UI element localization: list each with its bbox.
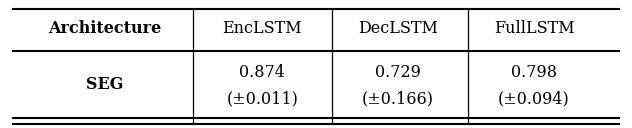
Text: FullLSTM: FullLSTM: [494, 20, 574, 37]
Text: (±0.094): (±0.094): [498, 91, 570, 108]
Text: 0.798: 0.798: [511, 64, 557, 81]
Text: Architecture: Architecture: [47, 20, 161, 37]
Text: 0.729: 0.729: [375, 64, 421, 81]
Text: 0.874: 0.874: [240, 64, 285, 81]
Text: (±0.011): (±0.011): [226, 91, 298, 108]
Text: SEG: SEG: [85, 76, 123, 93]
Text: DecLSTM: DecLSTM: [358, 20, 438, 37]
Text: (±0.166): (±0.166): [362, 91, 434, 108]
Text: EncLSTM: EncLSTM: [222, 20, 302, 37]
